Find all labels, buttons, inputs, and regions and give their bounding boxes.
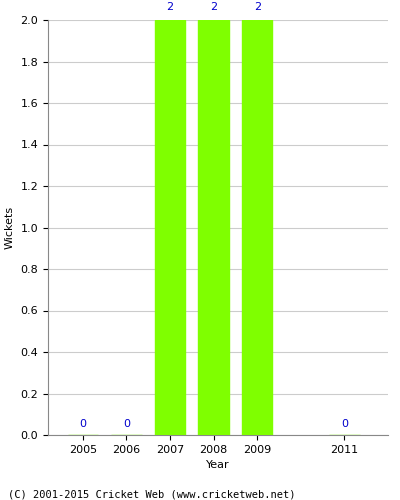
Bar <box>198 20 229 435</box>
Text: (C) 2001-2015 Cricket Web (www.cricketweb.net): (C) 2001-2015 Cricket Web (www.cricketwe… <box>8 490 296 500</box>
X-axis label: Year: Year <box>206 460 230 470</box>
Text: 0: 0 <box>123 419 130 429</box>
Bar <box>242 20 272 435</box>
Y-axis label: Wickets: Wickets <box>5 206 15 249</box>
Text: 2: 2 <box>254 2 261 12</box>
Bar <box>155 20 185 435</box>
Text: 2: 2 <box>166 2 174 12</box>
Text: 0: 0 <box>79 419 86 429</box>
Text: 0: 0 <box>341 419 348 429</box>
Text: 2: 2 <box>210 2 217 12</box>
